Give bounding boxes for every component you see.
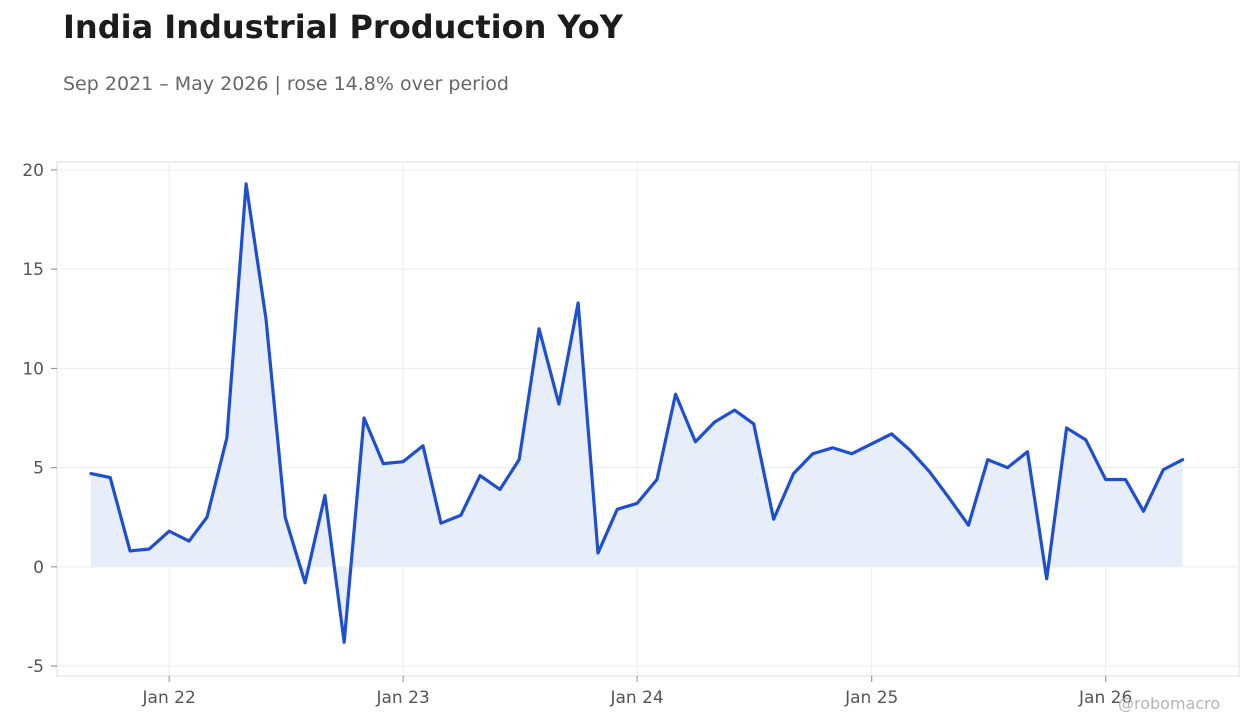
data-point	[596, 551, 600, 555]
x-tick-label: Jan 23	[376, 688, 430, 708]
chart-title: India Industrial Production YoY	[63, 8, 623, 46]
data-point	[187, 539, 191, 543]
x-tick-label: Jan 26	[1078, 688, 1132, 708]
data-point	[1104, 478, 1108, 482]
data-point	[557, 402, 561, 406]
chart-subtitle: Sep 2021 – May 2026 | rose 14.8% over pe…	[63, 73, 509, 95]
data-point	[167, 529, 171, 533]
data-point	[792, 472, 796, 476]
data-point	[244, 182, 248, 186]
y-tick-label: 10	[22, 359, 44, 379]
x-gridlines	[168, 162, 1107, 676]
data-point	[459, 513, 463, 517]
data-point	[362, 416, 366, 420]
data-point	[870, 442, 874, 446]
data-point	[693, 440, 697, 444]
data-point	[439, 521, 443, 525]
data-point	[517, 458, 521, 462]
y-tick-label: 5	[33, 459, 44, 479]
data-point	[283, 515, 287, 519]
series-line	[89, 182, 1185, 644]
data-point	[342, 640, 346, 644]
data-point	[1161, 468, 1165, 472]
data-point	[1006, 466, 1010, 470]
data-point	[108, 476, 112, 480]
data-point	[831, 446, 835, 450]
data-point	[811, 452, 815, 456]
data-point	[772, 517, 776, 521]
data-point	[1025, 450, 1029, 454]
data-point	[576, 301, 580, 305]
data-point	[1141, 509, 1145, 513]
data-point	[1181, 458, 1185, 462]
data-point	[1124, 478, 1128, 482]
data-point	[128, 549, 132, 553]
data-point	[966, 523, 970, 527]
data-point	[421, 444, 425, 448]
data-point	[1065, 426, 1069, 430]
y-axis-ticks: -5 0 5 10 15 20	[22, 161, 57, 677]
y-tick-label: 0	[33, 558, 44, 578]
data-point	[713, 420, 717, 424]
data-point	[537, 327, 541, 331]
data-point	[303, 581, 307, 585]
data-point	[225, 436, 229, 440]
x-tick-label: Jan 22	[142, 688, 196, 708]
data-point	[927, 470, 931, 474]
y-tick-label: -5	[27, 657, 44, 677]
data-point	[947, 495, 951, 499]
data-point	[986, 458, 990, 462]
data-point	[655, 478, 659, 482]
data-point	[381, 462, 385, 466]
watermark: @robomacro	[1118, 694, 1221, 713]
x-axis-ticks: Jan 22 Jan 23 Jan 24 Jan 25 Jan 26	[142, 676, 1132, 708]
data-point	[908, 448, 912, 452]
data-point	[635, 501, 639, 505]
series-area	[90, 183, 1183, 643]
data-point	[674, 392, 678, 396]
data-point	[752, 422, 756, 426]
y-tick-label: 15	[22, 260, 44, 280]
data-point	[478, 474, 482, 478]
data-point	[401, 460, 405, 464]
x-tick-label: Jan 24	[609, 688, 663, 708]
data-point	[147, 547, 151, 551]
data-point	[1084, 438, 1088, 442]
data-point	[323, 493, 327, 497]
data-point	[89, 472, 93, 476]
x-tick-label: Jan 25	[844, 688, 898, 708]
data-point	[850, 452, 854, 456]
data-point	[205, 515, 209, 519]
data-point	[890, 432, 894, 436]
data-point	[498, 487, 502, 491]
y-tick-label: 20	[22, 161, 44, 181]
data-point	[733, 408, 737, 412]
plot-frame	[56, 161, 1240, 677]
data-point	[1045, 577, 1049, 581]
data-point	[264, 317, 268, 321]
data-point	[615, 507, 619, 511]
